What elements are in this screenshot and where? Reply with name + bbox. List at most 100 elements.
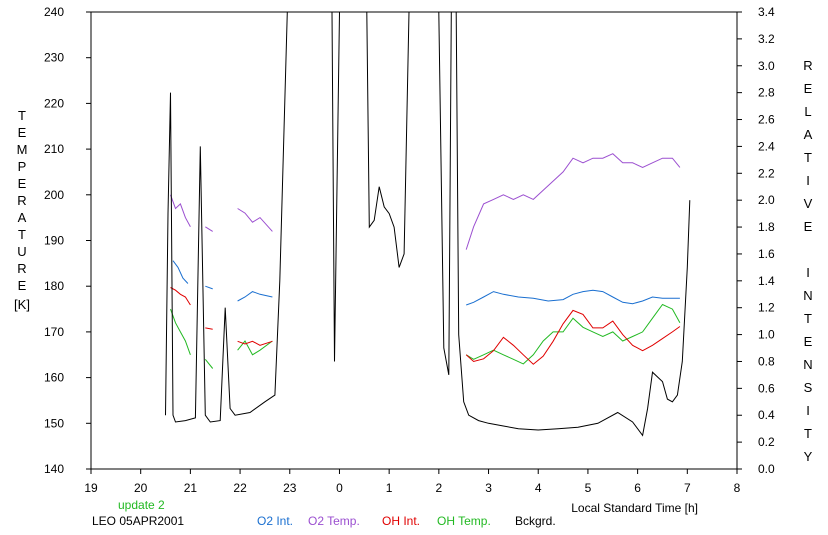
axis-label-letter: E <box>804 81 813 96</box>
series-line-bckgrd <box>165 12 288 423</box>
legend: O2 Int. O2 Temp. OH Int. OH Temp. Bckgrd. <box>257 514 556 528</box>
series-line-oh-temp <box>465 303 681 365</box>
right-tick-label: 1.0 <box>758 328 775 342</box>
x-tick-label: 0 <box>336 481 343 495</box>
axis-label-letter: T <box>18 227 26 242</box>
right-tick-label: 1.4 <box>758 274 775 288</box>
axis-label-letter: A <box>804 127 813 142</box>
plot-frame <box>90 11 738 470</box>
series-line-bckgrd <box>438 12 452 375</box>
left-axis: 140 150 160 170 180 190 200 210 220 230 240 <box>44 5 91 476</box>
left-tick-label: 180 <box>44 279 64 293</box>
axis-label-letter: T <box>804 150 812 165</box>
left-tick-label: 140 <box>44 462 64 476</box>
x-tick-label: 21 <box>184 481 198 495</box>
right-tick-label: 1.8 <box>758 220 775 234</box>
left-tick-label: 210 <box>44 142 64 156</box>
axis-label-letter: N <box>803 288 812 303</box>
right-tick-label: 2.0 <box>758 193 775 207</box>
axis-label-letter: M <box>17 142 28 157</box>
right-tick-label: 3.0 <box>758 59 775 73</box>
series-line-o2-int <box>205 285 213 290</box>
x-tick-label: 3 <box>485 481 492 495</box>
right-tick-label: 2.2 <box>758 166 775 180</box>
left-tick-label: 220 <box>44 96 64 110</box>
axis-label-letter: A <box>18 210 27 225</box>
station-text: LEO 05APR2001 <box>92 514 184 528</box>
x-tick-label: 8 <box>734 481 741 495</box>
series-line-o2-temp <box>205 226 213 232</box>
series-line-oh-temp <box>170 308 191 355</box>
right-axis: 0.0 0.2 0.4 0.6 0.8 1.0 1.2 1.4 1.6 1.8 2.0 2.2 2.4 2… <box>737 5 775 476</box>
left-tick-label: 150 <box>44 416 64 430</box>
series-line-bckgrd <box>455 12 691 437</box>
right-tick-label: 2.4 <box>758 139 775 153</box>
x-axis: 19 20 21 22 23 0 1 2 3 4 5 6 7 8 <box>84 469 741 495</box>
x-tick-label: 19 <box>84 481 98 495</box>
legend-entry: O2 Int. <box>257 514 293 528</box>
right-tick-label: 2.8 <box>758 86 775 100</box>
axis-label-letter: N <box>803 357 812 372</box>
left-tick-label: 200 <box>44 188 64 202</box>
left-tick-label: 240 <box>44 5 64 19</box>
x-axis-title: Local Standard Time [h] <box>571 501 698 515</box>
right-tick-label: 0.6 <box>758 381 775 395</box>
x-tick-label: 20 <box>134 481 148 495</box>
axis-label-letter: T <box>804 426 812 441</box>
series-line-o2-int <box>466 289 680 306</box>
axis-label-letter: E <box>18 125 27 140</box>
axis-label-letter: I <box>806 403 810 418</box>
right-tick-label: 0.4 <box>758 408 775 422</box>
legend-entry: OH Int. <box>382 514 420 528</box>
series-line-o2-temp <box>170 194 191 228</box>
axis-label-letter: U <box>17 244 26 259</box>
axis-label-letter: I <box>806 173 810 188</box>
left-tick-label: 190 <box>44 234 64 248</box>
x-tick-label: 7 <box>684 481 691 495</box>
plot-series <box>165 12 691 437</box>
axis-label-letter: V <box>804 196 813 211</box>
left-tick-label: 170 <box>44 325 64 339</box>
series-line-oh-int <box>465 309 681 365</box>
axis-label-letter: I <box>806 265 810 280</box>
right-tick-label: 0.2 <box>758 435 775 449</box>
left-tick-label: 160 <box>44 371 64 385</box>
axis-label-letter: T <box>18 108 26 123</box>
series-line-o2-int <box>237 291 273 302</box>
axis-label-letter: E <box>804 219 813 234</box>
series-line-o2-temp <box>237 208 273 232</box>
x-tick-label: 23 <box>283 481 297 495</box>
axis-label-letter: E <box>18 278 27 293</box>
x-tick-label: 6 <box>634 481 641 495</box>
axis-label-letter: E <box>18 176 27 191</box>
x-tick-label: 4 <box>535 481 542 495</box>
axis-label-letter: S <box>804 380 813 395</box>
axis-label-letter: E <box>804 334 813 349</box>
left-tick-label: 230 <box>44 51 64 65</box>
right-tick-label: 1.2 <box>758 301 775 315</box>
axis-label-letter: R <box>17 193 26 208</box>
axis-label-letter: L <box>804 104 811 119</box>
series-line-oh-int <box>170 287 191 306</box>
axis-label-letter: Y <box>804 449 813 464</box>
series-line-bckgrd <box>366 12 410 268</box>
series-line-o2-int <box>172 260 189 284</box>
series-line-oh-int <box>205 327 213 330</box>
series-line-o2-temp <box>465 153 681 250</box>
series-line-oh-temp <box>204 358 214 369</box>
legend-entry: O2 Temp. <box>308 514 360 528</box>
axis-label-letter: R <box>17 261 26 276</box>
status-text: update 2 <box>118 498 165 512</box>
right-tick-label: 0.8 <box>758 354 775 368</box>
x-tick-label: 5 <box>585 481 592 495</box>
series-line-oh-int <box>237 340 273 346</box>
axis-label-letter: P <box>18 159 27 174</box>
series-line-oh-temp <box>237 340 273 356</box>
axis-label-letter: R <box>803 58 812 73</box>
right-tick-label: 1.6 <box>758 247 775 261</box>
legend-entry: OH Temp. <box>437 514 491 528</box>
right-tick-label: 2.6 <box>758 113 775 127</box>
legend-entry: Bckgrd. <box>515 514 556 528</box>
